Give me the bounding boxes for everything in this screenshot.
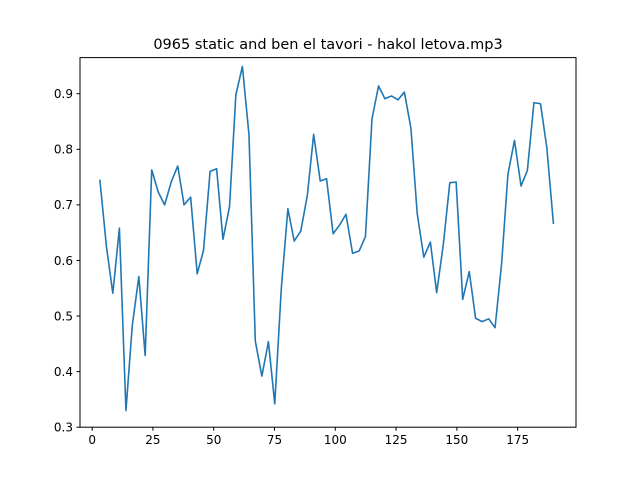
chart-title: 0965 static and ben el tavori - hakol le… (153, 37, 502, 53)
y-tick-label: 0.7 (54, 198, 73, 212)
x-tick-label: 125 (385, 433, 408, 447)
y-tick-label: 0.8 (54, 143, 73, 157)
y-tick-label: 0.9 (54, 87, 73, 101)
y-tick-label: 0.6 (54, 254, 73, 268)
series-line-0 (99, 65, 555, 412)
x-tick-label: 25 (145, 433, 160, 447)
y-axis: 0.3 0.4 0.5 0.6 0.7 0.8 0.9 (54, 87, 80, 435)
y-tick-label: 0.4 (54, 365, 73, 379)
x-tick-label: 50 (206, 433, 221, 447)
y-tick-label: 0.5 (54, 309, 73, 323)
y-tick-label: 0.3 (54, 421, 73, 435)
plot-frame (79, 57, 577, 428)
plot-area (99, 65, 555, 412)
x-tick-label: 175 (506, 433, 529, 447)
x-tick-label: 150 (445, 433, 468, 447)
x-tick-label: 0 (88, 433, 96, 447)
x-tick-label: 75 (267, 433, 282, 447)
x-tick-label: 100 (324, 433, 347, 447)
x-axis: 0 25 50 75 100 125 150 175 (88, 427, 529, 447)
